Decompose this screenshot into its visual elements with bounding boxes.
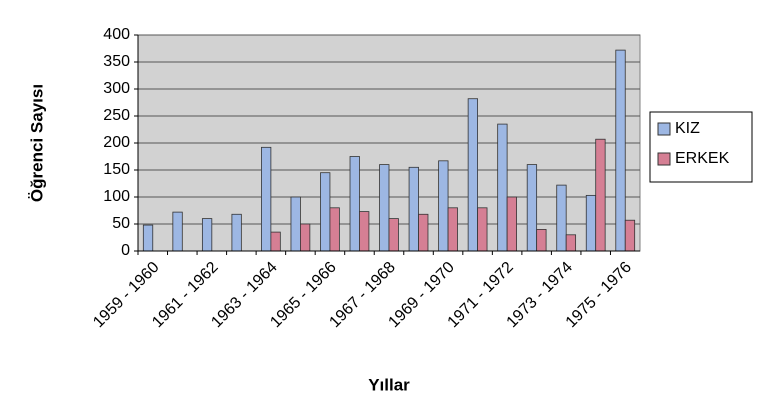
- bar: [497, 123, 508, 252]
- bar: [615, 49, 626, 252]
- bar: [408, 166, 419, 252]
- y-axis-title: Öğrenci Sayısı: [27, 84, 46, 202]
- y-tick-label: 350: [103, 53, 130, 70]
- bar: [565, 234, 577, 252]
- y-tick-label: 100: [103, 188, 130, 205]
- bar: [142, 224, 154, 252]
- bar: [467, 98, 478, 252]
- bar: [290, 196, 301, 252]
- bar: [231, 213, 242, 252]
- bar: [349, 156, 360, 252]
- y-tick-label: 250: [103, 107, 130, 124]
- bar: [477, 207, 488, 252]
- bar: [447, 207, 458, 252]
- y-tick-label: 300: [103, 80, 130, 97]
- bar: [270, 231, 281, 252]
- bar: [624, 219, 636, 252]
- bar: [300, 223, 311, 252]
- legend-label: KIZ: [675, 120, 700, 137]
- bar: [438, 160, 449, 252]
- bar: [556, 184, 567, 252]
- legend-swatch: [657, 152, 671, 166]
- bar: [585, 194, 597, 252]
- bar: [506, 196, 517, 252]
- y-tick-label: 400: [103, 26, 130, 43]
- bar: [526, 164, 538, 252]
- y-tick-label: 200: [103, 134, 130, 151]
- bar: [201, 218, 213, 252]
- y-tick-label: 0: [121, 242, 130, 259]
- bar: [359, 211, 370, 252]
- y-tick-label: 150: [103, 161, 130, 178]
- bar: [172, 211, 183, 252]
- bar: [418, 213, 429, 252]
- bar: [595, 138, 606, 252]
- bar: [388, 218, 399, 252]
- bar: [536, 228, 547, 252]
- legend-swatch: [657, 122, 671, 136]
- bar: [261, 146, 272, 252]
- y-tick-label: 50: [112, 215, 130, 232]
- bar: [320, 172, 331, 252]
- x-axis-title: Yıllar: [368, 375, 410, 394]
- bar: [329, 207, 340, 252]
- legend-label: ERKEK: [675, 150, 730, 167]
- bar: [379, 164, 390, 252]
